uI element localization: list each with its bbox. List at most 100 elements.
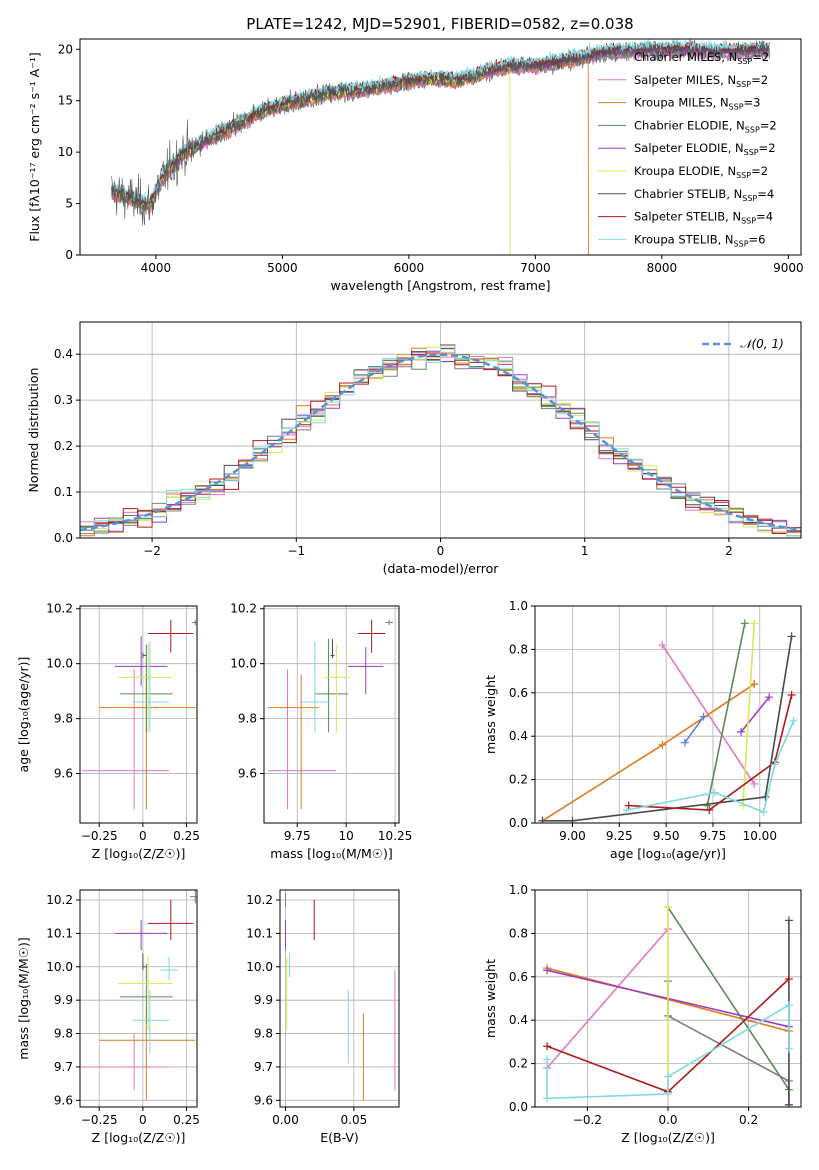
y-tick-label: 0	[65, 248, 73, 262]
y-tick-label: 0.0	[509, 1100, 528, 1114]
plot-area	[543, 903, 793, 1107]
y-tick-label: 10.1	[246, 926, 273, 940]
y-tick-label: 10.0	[246, 960, 273, 974]
y-tick-label: 0.4	[509, 729, 528, 743]
panel-spectrum: 4000 5000 6000 7000 8000 9000 0 5 10 15 20 waveleng…	[27, 38, 804, 293]
x-tick-label: 0	[139, 829, 147, 843]
plot-area	[267, 619, 394, 810]
panel-mass-vs-EBV: 0.00 0.05 9.6 9.7 9.8 9.9 10.0 10.1 10.2 E(B-V)	[246, 889, 400, 1145]
x-axis-label: (data-model)/error	[383, 561, 500, 576]
y-axis-label: Flux [fλ10⁻¹⁷ erg cm⁻² s⁻¹ A⁻¹]	[27, 52, 42, 241]
x-tick-label: 1	[581, 544, 589, 558]
y-tick-label: 0.4	[509, 1013, 528, 1027]
x-axis-label: E(B-V)	[320, 1130, 359, 1145]
axes-frame	[79, 605, 198, 824]
weight-line-chabrier-stelib	[542, 636, 793, 822]
y-axis-label: mass [log₁₀(M/M☉)]	[16, 937, 31, 1059]
y-tick-label: 0.8	[509, 642, 528, 656]
legend-label: 𝒩(0, 1)	[740, 337, 784, 351]
y-tick-label: 9.6	[238, 767, 257, 781]
weight-line-chabrier-elodie	[706, 623, 746, 806]
x-tick-label: −1	[287, 544, 305, 558]
x-tick-label: −2	[143, 544, 161, 558]
x-axis-label: wavelength [Angstrom, rest frame]	[330, 278, 550, 293]
y-tick-label: 1.0	[509, 599, 528, 613]
x-tick-label: 10.00	[743, 829, 777, 843]
x-tick-label: 0.25	[173, 829, 200, 843]
x-tick-label: 9.75	[284, 829, 311, 843]
x-tick-label: 9.50	[653, 829, 680, 843]
x-tick-label: 0.00	[272, 1113, 299, 1127]
legend-label: Chabrier MILES, NSSP=2	[634, 50, 769, 66]
weight-line-kroupa-elodie	[742, 623, 755, 806]
x-tick-label: 0.0	[658, 1113, 677, 1127]
x-tick-label: 2	[725, 544, 733, 558]
y-tick-label: 10.2	[46, 602, 73, 616]
y-tick-label: 15	[58, 94, 73, 108]
weight-line-chabrier-elodie	[667, 906, 790, 1091]
x-axis-label: mass [log₁₀(M/M☉)]	[270, 846, 392, 861]
axes-frame	[263, 605, 400, 824]
plot-area	[111, 39, 770, 255]
x-tick-label: 6000	[394, 261, 425, 275]
y-tick-label: 1.0	[509, 883, 528, 897]
x-tick-label: 0	[139, 1113, 147, 1127]
y-tick-label: 10.2	[46, 893, 73, 907]
panel-age-vs-mass: 9.75 10 10.25 9.6 9.8 10.0 10.2 mass [log₁₀(M/M…	[230, 602, 412, 861]
weight-line-salpeter-stelib	[628, 694, 793, 811]
y-tick-label: 0.1	[54, 485, 73, 499]
y-tick-label: 5	[65, 197, 73, 211]
axes-frame	[79, 38, 802, 256]
y-tick-label: 9.7	[54, 1060, 73, 1074]
legend-label: Chabrier ELODIE, NSSP=2	[634, 118, 777, 134]
weight-line-salpeter-elodie-b	[684, 716, 705, 744]
x-tick-label: 4000	[141, 261, 172, 275]
x-axis-label: Z [log₁₀(Z/Z☉)]	[92, 846, 186, 861]
x-axis-label: Z [log₁₀(Z/Z☉)]	[621, 1130, 715, 1145]
x-tick-label: 10.25	[378, 829, 412, 843]
plot-area	[80, 344, 801, 537]
x-tick-label: 7000	[520, 261, 551, 275]
y-tick-label: 9.8	[254, 1027, 273, 1041]
y-tick-label: 0.3	[54, 393, 73, 407]
weight-line-salpeter-elodie	[740, 696, 770, 733]
y-tick-label: 9.6	[54, 767, 73, 781]
x-tick-label: −0.2	[573, 1113, 602, 1127]
axes-frame	[534, 605, 802, 824]
figure-title: PLATE=1242, MJD=52901, FIBERID=0582, z=0…	[246, 15, 633, 33]
panel-residuals: −2 −1 0 1 2 0.0 0.1 0.2 0.3 0.4 (data-model)/error…	[26, 321, 802, 576]
x-tick-label: 0.2	[739, 1113, 758, 1127]
panel-age-vs-Z: −0.25 0 0.25 9.6 9.8 10.0 10.2 Z [log₁₀(Z/Z☉)] a…	[16, 602, 200, 861]
axes-frame	[79, 889, 198, 1108]
y-tick-label: 0.2	[509, 1057, 528, 1071]
y-tick-label: 10.0	[46, 960, 73, 974]
x-axis-label: Z [log₁₀(Z/Z☉)]	[92, 1130, 186, 1145]
y-tick-label: 9.6	[54, 1093, 73, 1107]
panel-weight-vs-Z: −0.2 0.0 0.2 0.0 0.2 0.4 0.6 0.8 1.0 Z [log₁₀(Z/Z…	[483, 883, 802, 1145]
legend-label: Kroupa MILES, NSSP=3	[634, 96, 760, 112]
x-tick-label: 0	[437, 544, 445, 558]
x-tick-label: 9.75	[700, 829, 727, 843]
y-axis-label: Normed distribution	[26, 368, 41, 493]
y-tick-label: 10.1	[46, 926, 73, 940]
y-tick-label: 9.8	[54, 712, 73, 726]
weight-line-salpeter-miles	[546, 928, 669, 1069]
legend-label: Chabrier STELIB, NSSP=4	[634, 187, 774, 203]
x-tick-label: −0.25	[81, 1113, 118, 1127]
y-axis-label: age [log₁₀(age/yr)]	[16, 657, 31, 773]
x-tick-label: 0.25	[173, 1113, 200, 1127]
y-tick-label: 9.8	[54, 1027, 73, 1041]
y-tick-label: 0.8	[509, 926, 528, 940]
y-tick-label: 9.6	[254, 1093, 273, 1107]
observed-spectrum-line	[111, 40, 770, 226]
y-tick-label: 0.0	[54, 531, 73, 545]
legend-label: Kroupa STELIB, NSSP=6	[634, 232, 765, 248]
y-tick-label: 0.2	[509, 773, 528, 787]
y-tick-label: 0.0	[509, 816, 528, 830]
y-axis-label: mass weight	[483, 675, 498, 754]
x-tick-label: 9000	[773, 261, 804, 275]
y-axis-label: mass weight	[483, 959, 498, 1038]
x-tick-label: 8000	[647, 261, 678, 275]
legend-label: Kroupa ELODIE, NSSP=2	[634, 164, 768, 180]
